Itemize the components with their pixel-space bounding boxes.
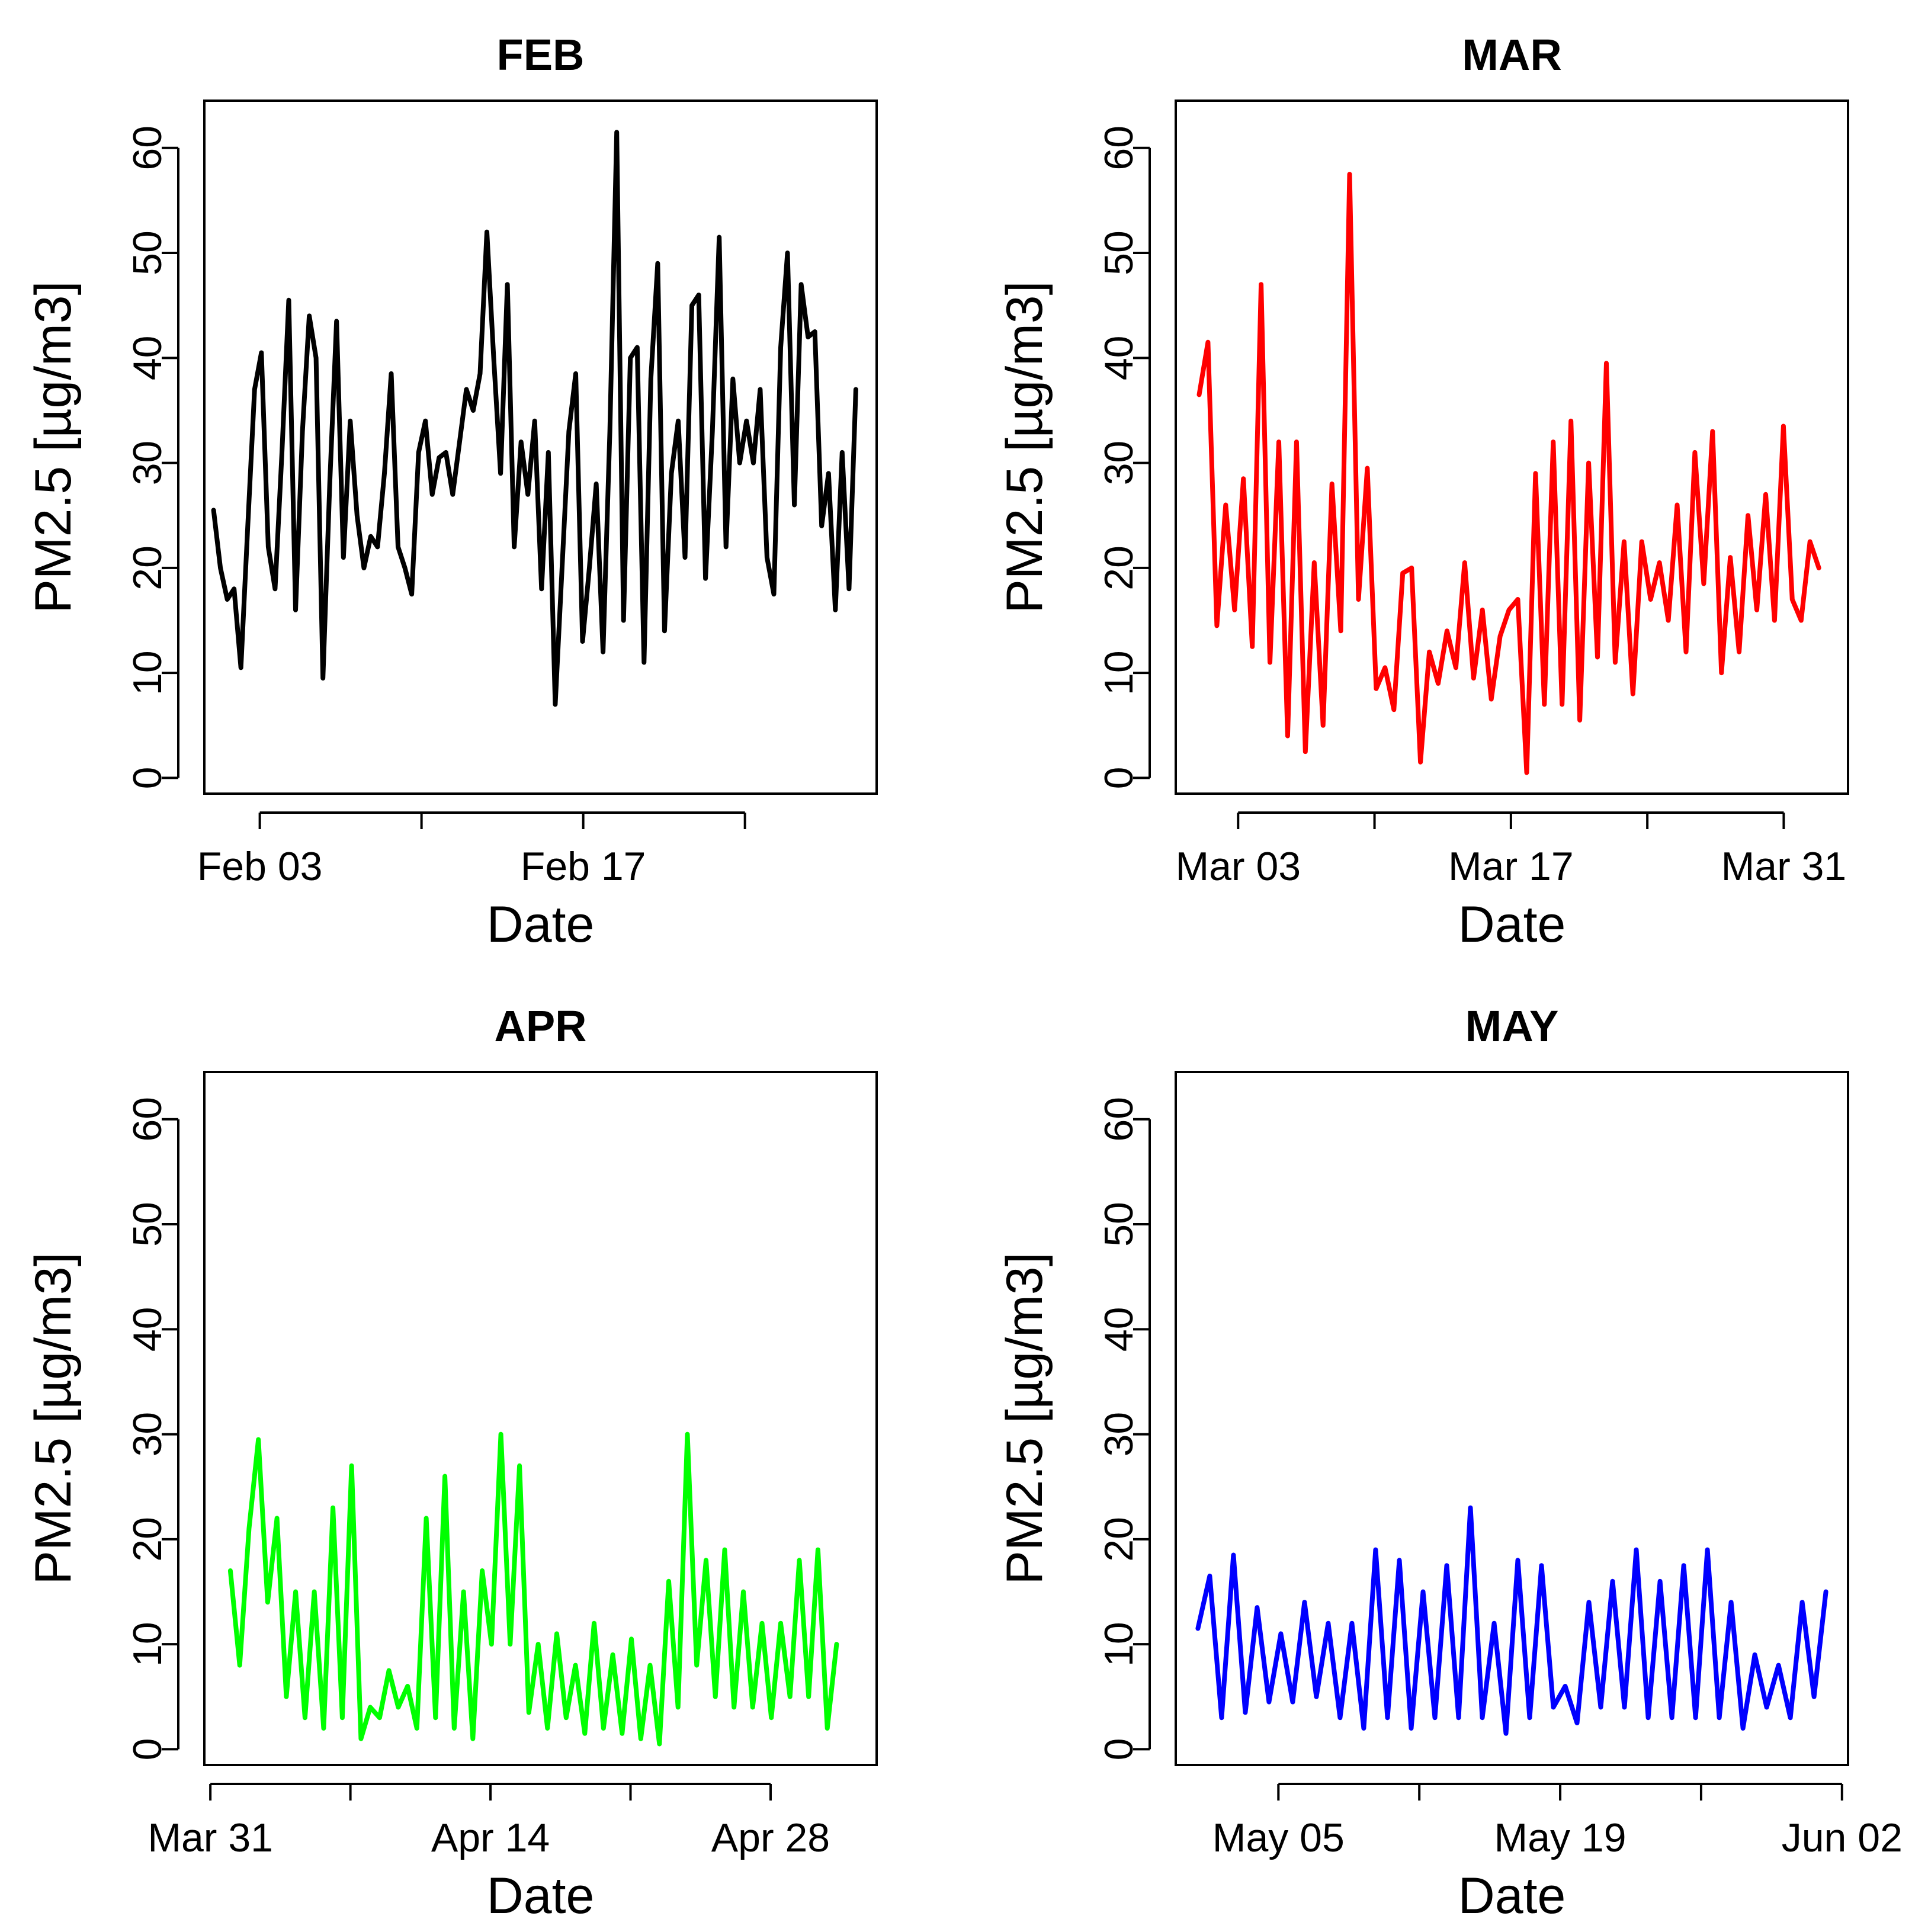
y-tick-label: 30 bbox=[125, 441, 170, 486]
y-tick-label: 0 bbox=[1096, 766, 1141, 789]
panel-title: APR bbox=[494, 1002, 586, 1051]
x-tick-label: Mar 31 bbox=[147, 1815, 273, 1860]
panel-title: MAY bbox=[1465, 1002, 1559, 1051]
y-tick-label: 60 bbox=[1096, 1097, 1141, 1142]
y-tick-label: 20 bbox=[1096, 545, 1141, 590]
y-tick-label: 40 bbox=[125, 1307, 170, 1352]
y-tick-label: 30 bbox=[1096, 441, 1141, 486]
plot-frame bbox=[203, 1071, 878, 1766]
x-axis-label: Date bbox=[487, 1867, 595, 1924]
y-tick-label: 20 bbox=[125, 545, 170, 590]
y-tick-label: 30 bbox=[125, 1412, 170, 1457]
plot-frame bbox=[203, 100, 878, 795]
x-tick-label: Apr 14 bbox=[431, 1815, 550, 1860]
panel-mar: MAR 0 10 20 30 40 50 60 PM2.5 [µg/m3] Mar 03 Mar 1… bbox=[996, 30, 1849, 953]
y-tick-label: 20 bbox=[1096, 1517, 1141, 1562]
y-axis-label: PM2.5 [µg/m3] bbox=[996, 1253, 1053, 1585]
x-tick-label: Feb 17 bbox=[521, 844, 646, 889]
y-tick-label: 50 bbox=[125, 230, 170, 275]
x-tick-label: Jun 02 bbox=[1782, 1815, 1903, 1860]
y-tick-label: 30 bbox=[1096, 1412, 1141, 1457]
y-tick-label: 20 bbox=[125, 1517, 170, 1562]
panel-title: FEB bbox=[497, 30, 585, 79]
x-tick-label: May 19 bbox=[1494, 1815, 1627, 1860]
panel-title: MAR bbox=[1462, 30, 1562, 79]
y-tick-label: 60 bbox=[125, 1097, 170, 1142]
series-line-feb bbox=[211, 130, 858, 707]
plot-frame bbox=[1175, 1071, 1849, 1766]
y-tick-label: 60 bbox=[1096, 126, 1141, 171]
x-tick-label: Mar 03 bbox=[1175, 844, 1301, 889]
series-line-may bbox=[1195, 1505, 1828, 1736]
y-tick-label: 40 bbox=[1096, 335, 1141, 380]
y-tick-label: 60 bbox=[125, 126, 170, 171]
y-axis-label: PM2.5 [µg/m3] bbox=[996, 281, 1053, 614]
panel-may: MAY 0 10 20 30 40 50 60 PM2.5 [µg/m3] May 05 May 1… bbox=[996, 1002, 1903, 1924]
panel-feb: FEB 0 10 20 30 40 50 60 PM2.5 [µg/m3] Feb 03 Feb 1… bbox=[25, 30, 878, 953]
x-axis-label: Date bbox=[487, 896, 595, 953]
y-tick-label: 50 bbox=[1096, 230, 1141, 275]
y-tick-label: 0 bbox=[125, 766, 170, 789]
y-tick-label: 0 bbox=[125, 1738, 170, 1760]
y-tick-label: 10 bbox=[1096, 1622, 1141, 1667]
y-tick-label: 10 bbox=[125, 1622, 170, 1667]
y-tick-label: 40 bbox=[125, 335, 170, 380]
y-tick-label: 40 bbox=[1096, 1307, 1141, 1352]
y-axis-label: PM2.5 [µg/m3] bbox=[25, 281, 82, 614]
x-tick-label: Mar 31 bbox=[1721, 844, 1847, 889]
plot-frame bbox=[1175, 100, 1849, 795]
y-tick-label: 0 bbox=[1096, 1738, 1141, 1760]
x-tick-label: Mar 17 bbox=[1448, 844, 1574, 889]
x-axis-label: Date bbox=[1458, 896, 1566, 953]
y-tick-label: 10 bbox=[125, 650, 170, 695]
panel-apr: APR 0 10 20 30 40 50 60 PM2.5 [µg/m3] Mar 31 Apr 1… bbox=[25, 1002, 878, 1924]
y-tick-label: 50 bbox=[125, 1202, 170, 1247]
y-tick-label: 50 bbox=[1096, 1202, 1141, 1247]
x-axis-label: Date bbox=[1458, 1867, 1566, 1924]
x-tick-label: Feb 03 bbox=[197, 844, 323, 889]
x-tick-label: May 05 bbox=[1212, 1815, 1345, 1860]
y-tick-label: 10 bbox=[1096, 650, 1141, 695]
y-axis-label: PM2.5 [µg/m3] bbox=[25, 1253, 82, 1585]
series-line-mar bbox=[1196, 172, 1821, 775]
series-line-apr bbox=[227, 1432, 839, 1747]
x-tick-label: Apr 28 bbox=[711, 1815, 830, 1860]
